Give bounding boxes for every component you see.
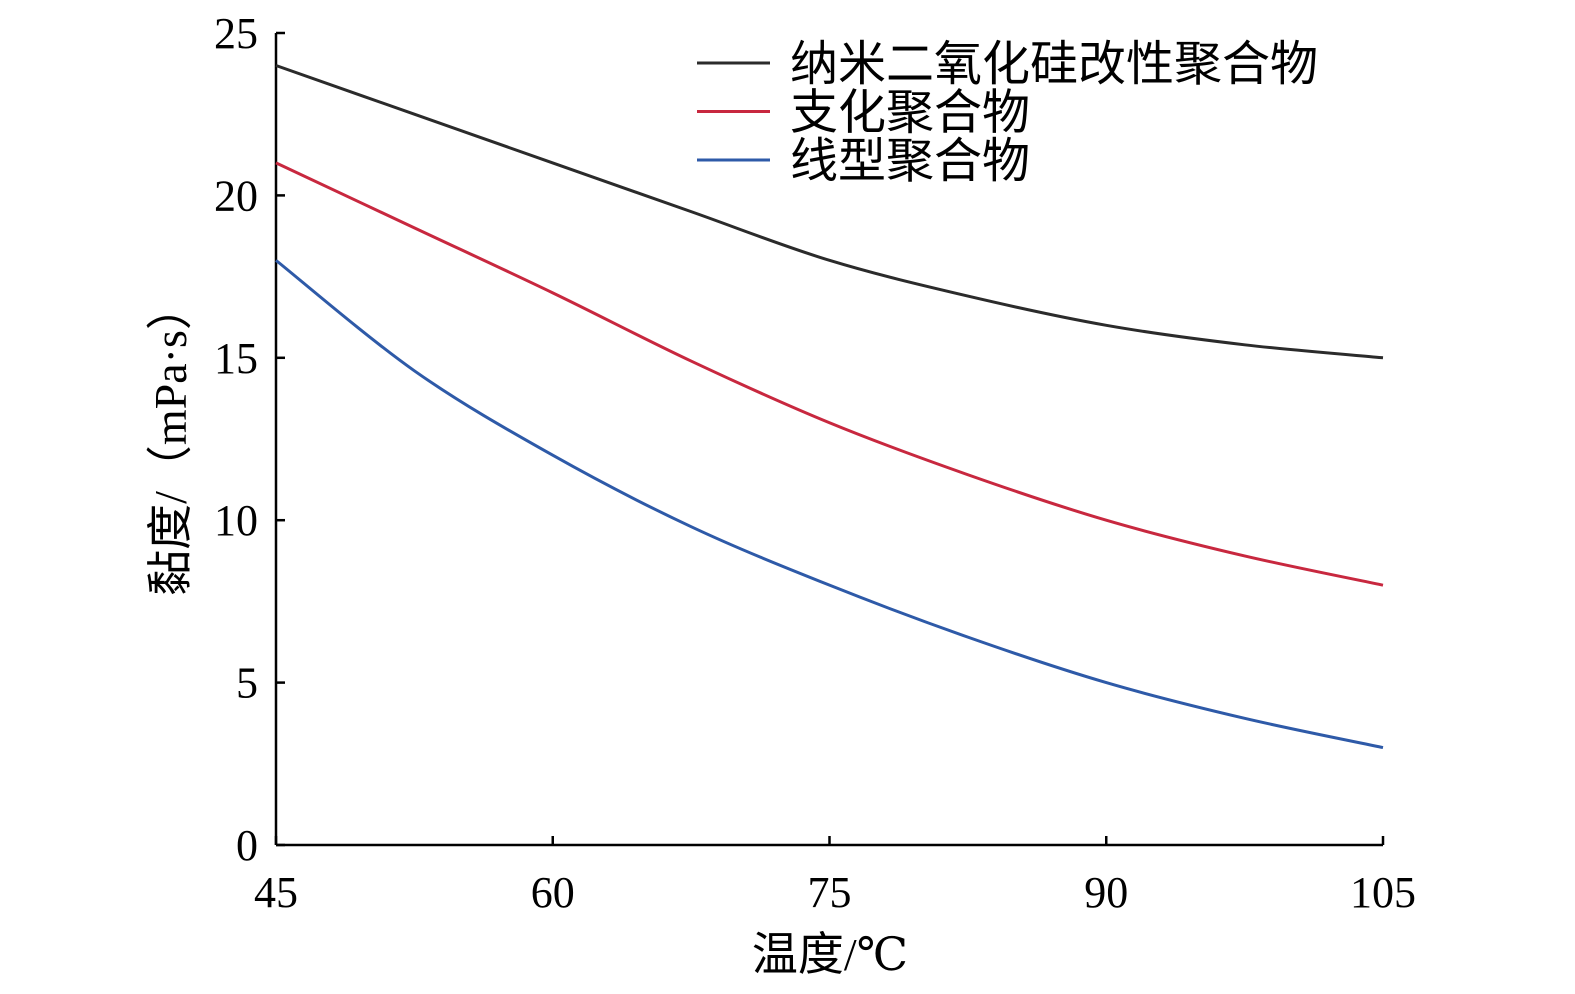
axes: 0 5 10 15 20 25 45 60 75 90 105	[214, 9, 1416, 917]
legend-label: 线型聚合物	[790, 135, 1030, 188]
y-tick-label: 25	[214, 9, 258, 58]
y-tick-label: 0	[236, 821, 258, 870]
series-lines	[275, 64, 1384, 750]
x-tick-label: 45	[254, 868, 298, 917]
y-tick-label: 5	[236, 659, 258, 708]
series-line	[275, 259, 1384, 750]
legend-label: 纳米二氧化硅改性聚合物	[790, 38, 1318, 91]
y-tick-label: 10	[214, 496, 258, 545]
y-axis-label: 黏度/（mPa·s）	[145, 284, 196, 596]
y-tick-label: 20	[214, 171, 258, 220]
x-tick-label: 105	[1350, 868, 1416, 917]
x-tick-label: 60	[531, 868, 575, 917]
y-tick-label: 15	[214, 334, 258, 383]
legend-label: 支化聚合物	[790, 87, 1030, 140]
x-axis-label: 温度/℃	[752, 929, 908, 980]
series-line	[275, 161, 1384, 587]
series-line	[275, 64, 1384, 360]
x-tick-label: 90	[1084, 868, 1128, 917]
x-tick-label: 75	[808, 868, 852, 917]
